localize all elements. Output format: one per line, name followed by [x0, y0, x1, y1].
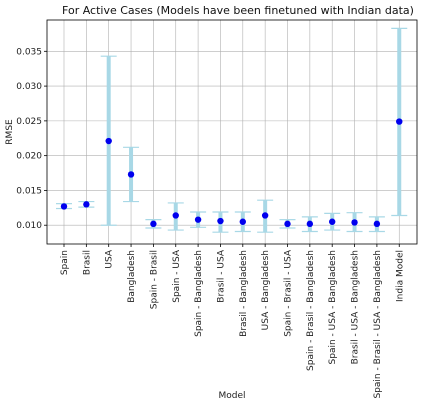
x-tick-label: Brasil - USA — [216, 249, 226, 303]
chart-title: For Active Cases (Models have been finet… — [62, 4, 414, 17]
x-tick-label: Bangladesh — [127, 250, 137, 303]
x-tick-label: Brasil - USA - Bangladesh — [351, 250, 361, 364]
x-tick-label: Spain - USA - Bangladesh — [328, 250, 338, 364]
x-tick-label: India Model — [395, 250, 405, 302]
y-tick-label: 0.025 — [16, 117, 42, 127]
data-point — [194, 216, 202, 223]
data-point — [239, 218, 246, 225]
data-point — [172, 212, 179, 219]
data-points — [60, 118, 403, 228]
data-point — [105, 137, 112, 145]
x-axis-label: Model — [218, 391, 245, 401]
x-tick-label: Spain - USA — [172, 249, 182, 303]
data-point — [150, 220, 157, 228]
data-point — [373, 220, 381, 228]
data-point — [127, 171, 135, 178]
data-point — [217, 217, 224, 225]
data-point — [329, 218, 336, 225]
data-point — [261, 212, 269, 219]
data-point — [60, 203, 68, 210]
y-axis-ticks: 0.010 0.015 0.020 0.025 0.030 0.035 — [16, 47, 47, 231]
x-tick-label: Spain - Brasil - USA - Bangladesh — [373, 250, 383, 399]
x-axis-ticks: Spain Brasil USA Bangladesh Spain - Brasil Sp… — [60, 244, 405, 399]
x-tick-label: Brasil - Bangladesh — [239, 250, 249, 337]
x-tick-label: Spain - Brasil - Bangladesh — [306, 250, 316, 371]
x-tick-label: Spain — [60, 250, 70, 275]
plot-frame — [46, 19, 418, 245]
y-tick-label: 0.015 — [16, 186, 42, 196]
x-tick-label: Spain - Brasil — [149, 250, 159, 309]
data-point — [284, 220, 291, 228]
y-tick-label: 0.030 — [16, 82, 42, 92]
y-axis-label: RMSE — [5, 119, 15, 145]
data-point — [396, 118, 403, 125]
y-tick-label: 0.035 — [16, 47, 42, 57]
y-tick-label: 0.020 — [16, 152, 42, 162]
x-tick-label: Spain - Bangladesh — [194, 250, 204, 337]
x-tick-label: Brasil — [82, 250, 92, 275]
x-tick-label: USA - Bangladesh — [261, 250, 271, 330]
data-point — [351, 219, 358, 226]
y-tick-label: 0.010 — [16, 221, 42, 231]
data-point — [83, 201, 90, 208]
x-tick-label: USA — [105, 249, 115, 268]
grid — [47, 20, 417, 244]
data-point — [306, 220, 314, 228]
x-tick-label: Spain - Brasil - USA — [284, 249, 294, 337]
